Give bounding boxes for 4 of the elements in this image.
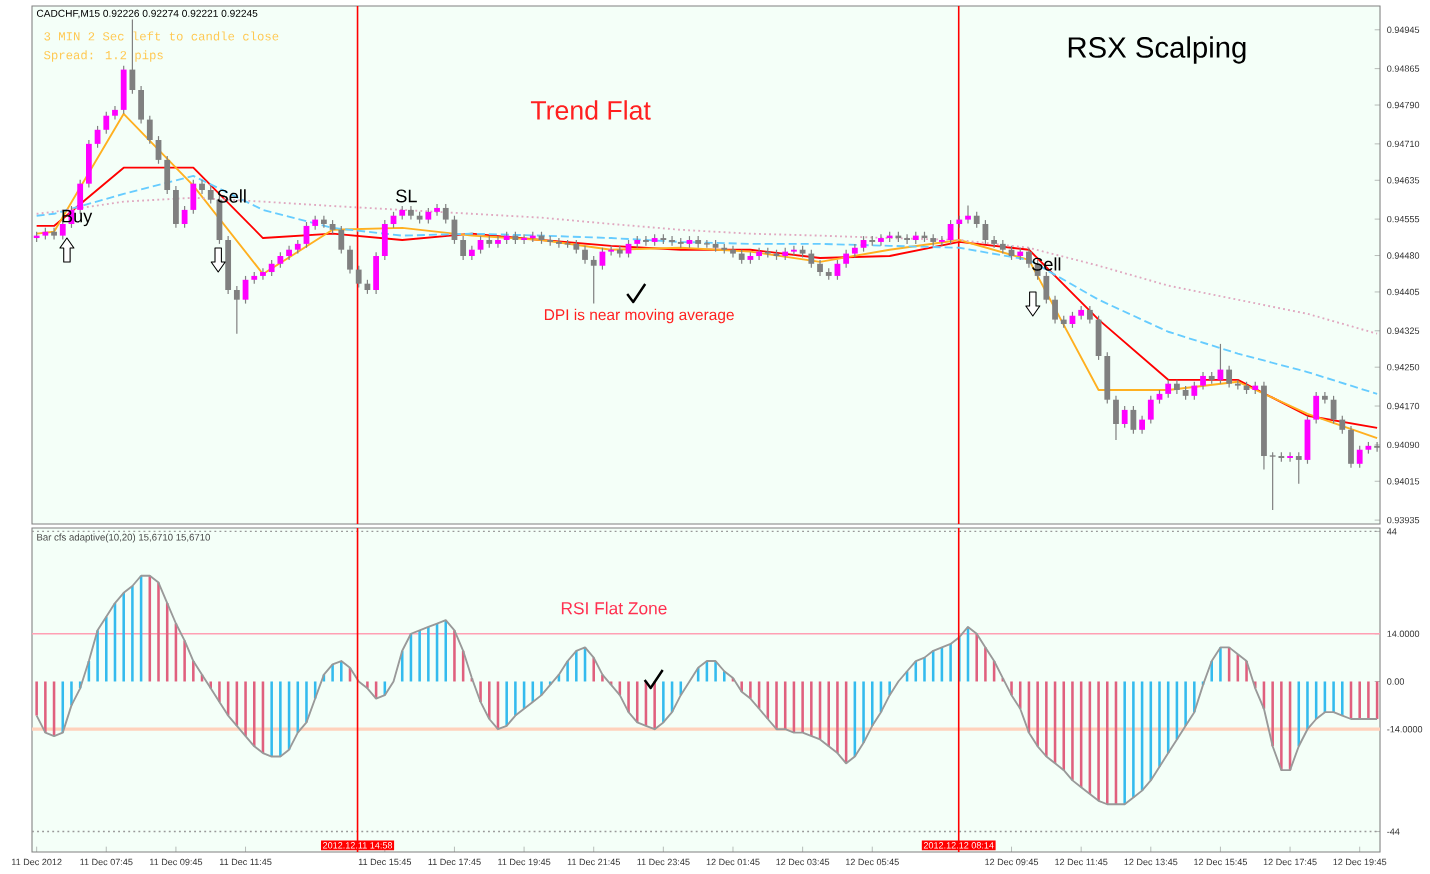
annotation: RSX Scalping (1068, 36, 1246, 64)
annotation: Trend Flat (530, 100, 651, 120)
annotation: SL (396, 189, 417, 203)
annotation: RSI Flat Zone (561, 601, 667, 615)
